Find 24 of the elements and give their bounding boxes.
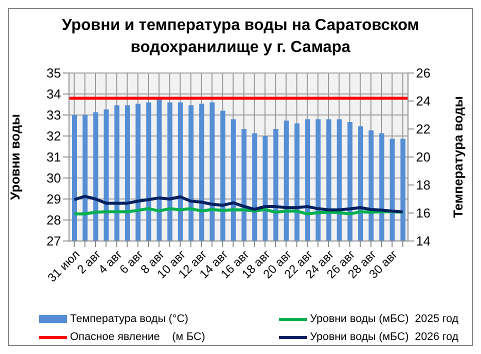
y2-tick-label: 22 [416, 122, 430, 137]
y-tick-label: 32 [46, 128, 61, 144]
y-axis-title: Уровни воды [8, 114, 23, 200]
y-tick-label: 31 [46, 150, 61, 165]
y-tick-label: 33 [46, 108, 61, 123]
y-tick-label: 35 [46, 66, 61, 81]
y2-tick-label: 16 [416, 206, 430, 221]
y2-tick-label: 14 [416, 234, 430, 249]
y2-tick-label: 20 [416, 150, 430, 165]
legend-label: Температура воды (°С) [70, 313, 188, 325]
chart-title: Уровни и температура воды на Саратовском водохранилище у г. Самара [60, 16, 420, 58]
y-tick-label: 34 [46, 86, 61, 102]
y-tick-label: 27 [46, 234, 61, 249]
y2-tick-label: 24 [416, 94, 430, 109]
line-series [72, 194, 404, 214]
legend-label: Уровни воды (мБС) 2026 год [310, 331, 458, 343]
y2-tick-label: 26 [416, 66, 430, 81]
legend-label: Опасное явление (м БС) [70, 331, 206, 343]
y2-tick-label: 18 [416, 178, 430, 193]
y-tick-label: 29 [46, 192, 61, 207]
legend-label: Уровни воды (мБС) 2025 год [310, 313, 458, 325]
y-tick-label: 30 [46, 170, 61, 186]
y-tick-label: 28 [46, 212, 61, 228]
y2-axis-title: Температура воды [450, 96, 466, 218]
